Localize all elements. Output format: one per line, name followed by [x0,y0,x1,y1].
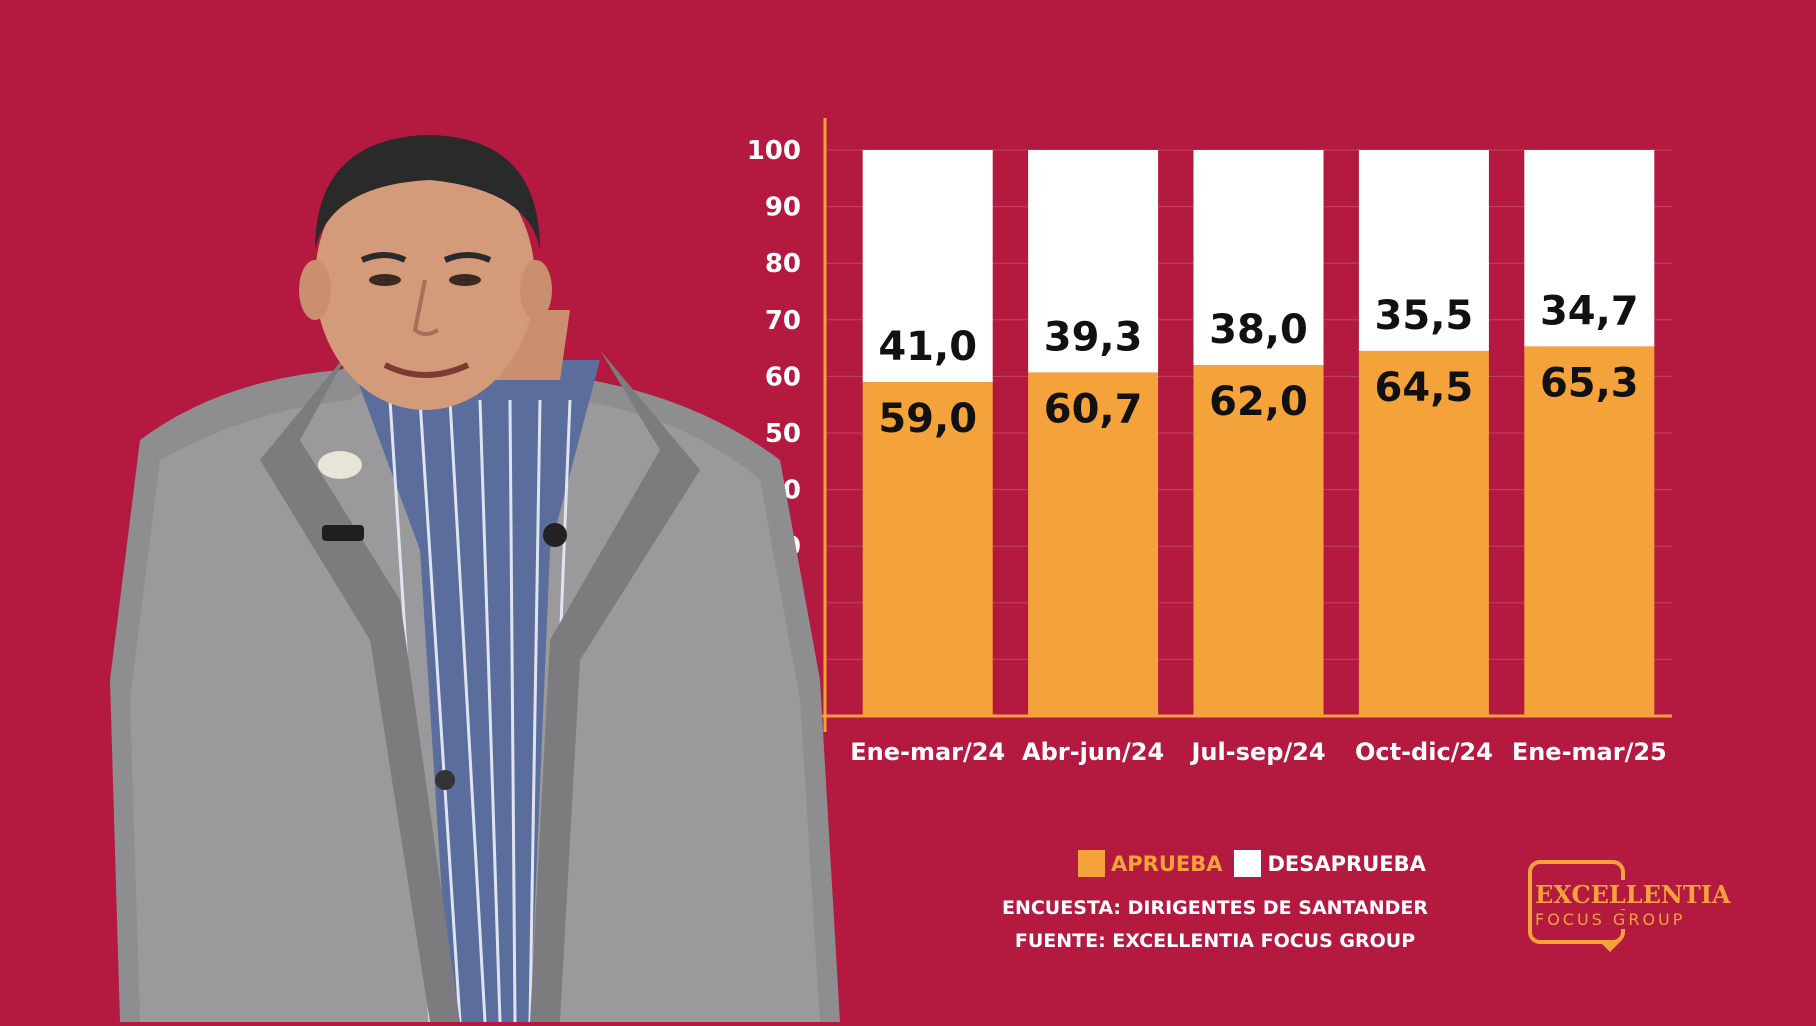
survey-note: ENCUESTA: DIRIGENTES DE SANTANDER [1001,897,1429,919]
x-tick-label: Ene-mar/24 [850,738,1005,766]
data-label-approve: 62,0 [1209,379,1308,425]
x-tick-label: Abr-jun/24 [1022,738,1164,766]
bar-approve [1028,372,1159,716]
bar-disapprove [1358,150,1489,351]
person-illustration [110,135,840,1023]
y-tick-label: 70 [765,306,801,336]
bar-disapprove [1193,150,1324,366]
labels: 0010203040506070809010059,041,0Ene-mar/2… [747,136,1667,766]
logo-subtitle: FOCUS GROUP [1535,910,1725,929]
x-tick-label: Oct-dic/24 [1355,738,1493,766]
legend-item-approve: APRUEBA [1078,850,1222,877]
bar-approve [1358,350,1489,716]
y-tick-label: 50 [765,419,801,449]
bar-approve [862,382,993,716]
person-photo [100,80,860,1023]
data-label-disapprove: 34,7 [1540,288,1639,334]
data-label-approve: 59,0 [878,396,977,442]
data-label-approve: 60,7 [1044,386,1143,432]
x-tick-label: Jul-sep/24 [1189,738,1325,766]
excellentia-logo: EXCELLENTIA FOCUS GROUP [1526,858,1731,958]
logo-bubble-tail [1598,940,1622,952]
data-label-disapprove: 41,0 [878,324,977,370]
bar-approve [1193,365,1324,716]
bar-disapprove [862,150,993,383]
data-label-approve: 65,3 [1540,360,1639,406]
legend-item-disapprove: DESAPRUEBA [1234,850,1426,877]
source-note: FUENTE: EXCELLENTIA FOCUS GROUP [1014,930,1416,952]
chart-footnotes: ENCUESTA: DIRIGENTES DE SANTANDER FUENTE… [1000,892,1430,958]
logo-wordmark: EXCELLENTIA [1535,880,1731,909]
legend-label-approve: APRUEBA [1111,851,1223,876]
y-tick-label: 100 [747,136,801,166]
y-tick-label: 90 [765,193,801,223]
bar-disapprove [1028,150,1159,373]
legend-swatch-approve [1078,850,1105,877]
axes [805,118,1672,732]
y-tick-label: 60 [765,362,801,392]
x-tick-label: Ene-mar/25 [1512,738,1667,766]
legend-swatch-disapprove [1234,850,1262,877]
data-label-disapprove: 35,5 [1375,293,1474,339]
bars [862,150,1655,716]
bar-approve [1524,346,1655,716]
data-label-approve: 64,5 [1375,365,1474,411]
bar-disapprove [1524,150,1655,347]
data-label-disapprove: 39,3 [1044,314,1143,360]
y-tick-label: 80 [765,249,801,279]
legend-label-disapprove: DESAPRUEBA [1267,851,1426,876]
chart-legend: APRUEBA DESAPRUEBA [1078,850,1426,877]
data-label-disapprove: 38,0 [1209,307,1308,353]
